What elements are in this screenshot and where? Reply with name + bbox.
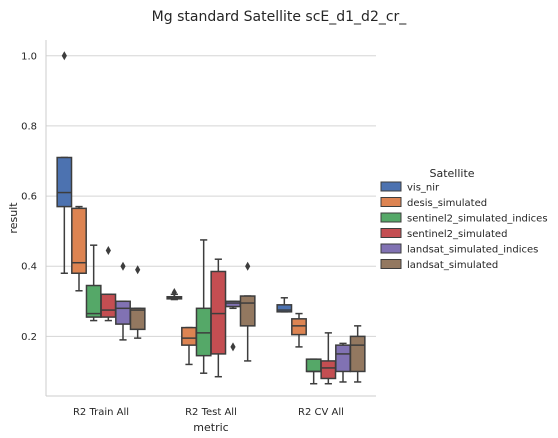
box-landsat_simulated-2: [349, 325, 366, 383]
box-body: [349, 335, 366, 373]
box-sentinel2_simulated_indices-2: [305, 358, 322, 385]
box-body: [115, 300, 131, 325]
box-body: [335, 344, 351, 373]
box-landsat_simulated_indices-0: [115, 261, 131, 341]
y-tick-label: 0.8: [21, 121, 37, 132]
box-landsat_simulated-0: [129, 265, 146, 339]
legend-swatch: [380, 243, 402, 254]
legend-swatch: [380, 197, 402, 207]
gridlines: [46, 55, 376, 337]
legend-swatch: [380, 181, 402, 192]
y-axis-label: result: [7, 202, 20, 234]
x-tick-label: R2 Train All: [73, 407, 129, 418]
box-desis_simulated-0: [71, 205, 87, 292]
legend-label: sentinel2_simulated: [407, 229, 507, 240]
box-landsat_simulated_indices-1: [225, 300, 241, 352]
outlier-point: [120, 261, 126, 271]
y-tick-label: 0.6: [21, 192, 37, 203]
legend-items: vis_nir desis_simulated sentinel2_simulate…: [380, 181, 548, 271]
box-body: [291, 318, 307, 336]
outlier-point: [135, 265, 141, 275]
outlier-point: [61, 51, 67, 61]
box-elements: [56, 51, 366, 385]
legend-label: sentinel2_simulated_indices: [407, 214, 548, 225]
y-tick-label: 0.4: [21, 262, 37, 273]
box-body: [181, 326, 197, 346]
box-body: [71, 207, 87, 274]
box-body: [276, 304, 293, 313]
box-vis_nir-0: [56, 51, 73, 274]
box-landsat_simulated-1: [239, 261, 256, 362]
y-tick-label: 0.2: [21, 332, 37, 343]
legend-swatch: [380, 259, 402, 269]
legend-swatch: [380, 212, 402, 223]
x-tick-label: R2 Test All: [185, 407, 237, 418]
legend-label: landsat_simulated_indices: [407, 245, 538, 256]
box-sentinel2_simulated_indices-1: [195, 239, 212, 374]
box-body: [210, 270, 227, 355]
box-body: [195, 307, 212, 357]
box-sentinel2_simulated-2: [320, 332, 337, 385]
x-tick-labels: R2 Train All R2 Test All R2 CV All: [73, 407, 344, 418]
box-desis_simulated-1: [181, 326, 197, 366]
x-axis-label: metric: [193, 421, 228, 434]
box-body: [85, 284, 102, 318]
box-body: [56, 156, 73, 208]
outlier-point: [171, 288, 177, 298]
box-body: [320, 360, 337, 380]
legend-title: Satellite: [429, 167, 474, 180]
box-sentinel2_simulated-0: [100, 245, 117, 322]
box-desis_simulated-2: [291, 312, 307, 348]
legend-swatch: [380, 228, 402, 238]
box-body: [225, 300, 241, 308]
box-body: [305, 358, 322, 373]
chart-title: Mg standard Satellite scE_d1_d2_cr_: [152, 9, 408, 25]
box-body: [239, 295, 256, 327]
x-tick-label: R2 CV All: [298, 407, 344, 418]
box-body: [100, 293, 117, 318]
y-tick-labels: 0.2 0.4 0.6 0.8 1.0: [21, 51, 37, 343]
legend-label: desis_simulated: [407, 198, 487, 209]
box-vis_nir-1: [166, 288, 183, 301]
legend: Satellite vis_nir desis_simulated sentinel…: [380, 167, 548, 271]
legend-label: landsat_simulated: [407, 260, 498, 271]
outlier-point: [230, 342, 236, 352]
outlier-point: [245, 261, 251, 271]
box-body: [129, 307, 146, 331]
y-tick-label: 1.0: [21, 51, 37, 62]
legend-label: vis_nir: [407, 183, 440, 194]
box-landsat_simulated_indices-2: [335, 342, 351, 383]
axes: [45, 40, 376, 397]
outlier-point: [105, 245, 111, 255]
box-sentinel2_simulated_indices-0: [85, 244, 102, 322]
box-vis_nir-2: [276, 297, 293, 313]
box-sentinel2_simulated-1: [210, 258, 227, 378]
